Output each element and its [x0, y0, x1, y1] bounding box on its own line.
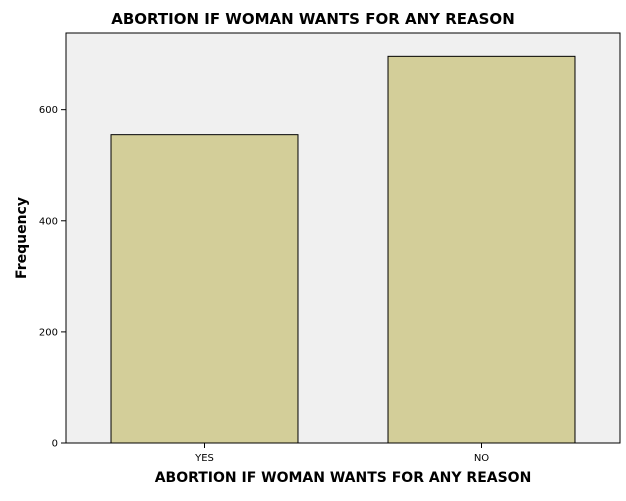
y-tick-label-600: 600 — [39, 105, 58, 116]
y-tick-label-200: 200 — [39, 327, 58, 338]
bar-no — [387, 55, 576, 444]
x-tick-label-no: NO — [474, 453, 489, 464]
y-tick-label-0: 0 — [52, 439, 58, 450]
bar-yes — [110, 134, 299, 444]
x-tick-label-yes: YES — [194, 453, 214, 464]
bars-group — [110, 55, 576, 444]
chart-title: ABORTION IF WOMAN WANTS FOR ANY REASON — [111, 10, 515, 28]
axes-group: YES NO 0 200 400 600 — [39, 105, 489, 464]
y-tick-label-400: 400 — [39, 216, 58, 227]
x-axis-label: ABORTION IF WOMAN WANTS FOR ANY REASON — [154, 470, 532, 486]
